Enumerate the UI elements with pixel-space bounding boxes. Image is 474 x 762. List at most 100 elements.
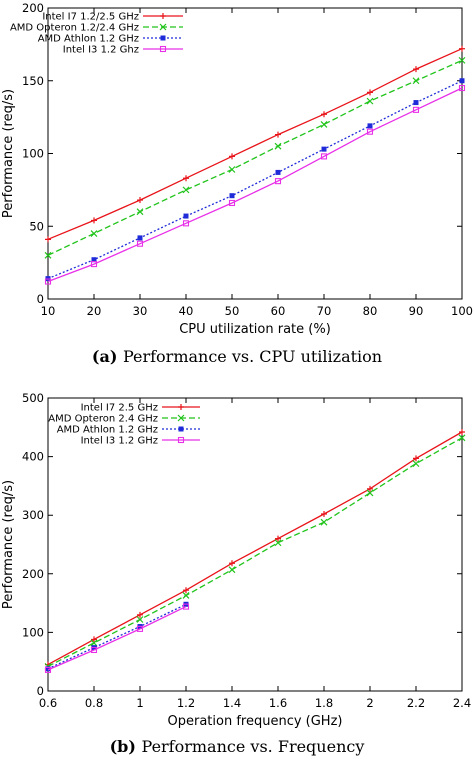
y-axis-label: Performance (req/s) — [1, 480, 16, 609]
legend-marker — [159, 45, 167, 53]
x-tick-label: 60 — [271, 304, 286, 318]
x-tick-label: 1.4 — [223, 696, 241, 710]
legend-label: Intel I7 2.5 GHz — [81, 403, 158, 414]
legend-marker — [160, 35, 166, 41]
data-point — [321, 146, 327, 152]
x-tick-label: 2 — [366, 696, 373, 710]
data-point — [182, 603, 190, 610]
data-point — [91, 636, 97, 643]
data-point — [320, 120, 328, 128]
series-intel-i3-1-2-ghz — [44, 84, 466, 285]
y-tick-label: 200 — [22, 1, 44, 15]
y-tick-label: 100 — [22, 147, 44, 161]
x-tick-label: 10 — [41, 304, 56, 318]
data-point — [274, 142, 282, 150]
caption: (b) Performance vs. Frequency — [110, 737, 365, 756]
caption: (a) Performance vs. CPU utilization — [92, 347, 382, 366]
data-point — [275, 131, 281, 138]
y-tick-label: 400 — [22, 450, 44, 464]
y-tick-label: 300 — [22, 508, 44, 522]
data-point — [91, 217, 97, 224]
data-point — [136, 240, 144, 247]
series-line — [47, 437, 463, 667]
x-tick-label: 40 — [179, 304, 194, 318]
legend-marker — [160, 13, 166, 19]
series-line — [47, 87, 463, 283]
legend-marker — [178, 426, 184, 432]
data-point — [228, 166, 236, 173]
series-line — [47, 48, 463, 240]
data-point — [137, 611, 143, 618]
data-point — [136, 616, 144, 623]
data-point — [136, 625, 144, 632]
data-point — [44, 666, 52, 673]
y-tick-label: 0 — [37, 684, 44, 698]
legend-label: Intel I3 1.2 GHz — [81, 436, 158, 447]
caption-tag: (b) — [110, 737, 142, 756]
y-tick-label: 200 — [22, 567, 44, 581]
data-point — [229, 193, 235, 199]
series-amd-athlon-1-2-ghz — [45, 601, 189, 672]
data-point — [320, 153, 328, 160]
data-point — [182, 592, 190, 599]
y-tick-label: 100 — [22, 625, 44, 639]
legend-marker — [159, 23, 167, 31]
data-point — [366, 489, 374, 497]
y-tick-label: 0 — [37, 292, 44, 306]
x-tick-label: 1 — [136, 696, 143, 710]
x-tick-label: 70 — [317, 304, 332, 318]
data-point — [44, 251, 52, 259]
legend-label: Intel I3 1.2 Ghz — [63, 45, 139, 56]
series-line — [47, 431, 463, 666]
x-tick-label: 50 — [225, 304, 240, 318]
data-point — [275, 535, 281, 542]
x-tick-label: 0.6 — [39, 696, 57, 710]
y-tick-label: 500 — [22, 391, 44, 405]
legend-label: AMD Athlon 1.2 GHz — [38, 34, 139, 45]
data-point — [367, 89, 373, 96]
data-point — [229, 560, 235, 567]
legend-marker — [178, 404, 184, 410]
data-point — [458, 434, 466, 442]
data-point — [413, 455, 419, 462]
data-point — [366, 97, 374, 105]
data-point — [412, 460, 420, 468]
series-line — [47, 80, 463, 280]
x-tick-label: 1.6 — [269, 696, 287, 710]
data-point — [45, 666, 51, 672]
series-line — [47, 603, 187, 670]
caption-text: Performance vs. Frequency — [142, 737, 365, 756]
x-tick-label: 100 — [451, 304, 473, 318]
x-tick-label: 20 — [87, 304, 102, 318]
data-point — [183, 175, 189, 182]
legend-label: Intel I7 1.2/2.5 GHz — [42, 12, 139, 23]
data-point — [413, 66, 419, 73]
data-point — [367, 123, 373, 129]
series-intel-i3-1-2-ghz — [44, 603, 190, 673]
data-point — [459, 45, 465, 52]
y-tick-label: 50 — [29, 219, 44, 233]
data-point — [275, 169, 281, 175]
data-point — [274, 539, 282, 547]
x-axis-label: Operation frequency (GHz) — [168, 714, 343, 729]
data-point — [458, 56, 466, 64]
chart-a: 10 20 30 40 50 60 70 80 90 100 0 50 100 150 200 CPU uti… — [1, 1, 473, 366]
data-point — [413, 100, 419, 106]
data-point — [44, 278, 52, 285]
data-point — [459, 78, 465, 84]
caption-tag: (a) — [92, 347, 123, 366]
series-intel-i7-1-2-2-5-ghz — [45, 45, 465, 243]
data-point — [229, 153, 235, 160]
data-point — [367, 485, 373, 492]
data-point — [228, 199, 236, 207]
data-point — [90, 230, 98, 237]
data-point — [182, 186, 190, 194]
data-point — [137, 197, 143, 204]
data-point — [137, 235, 143, 241]
data-point — [274, 178, 282, 185]
data-point — [228, 566, 236, 574]
data-point — [459, 428, 465, 435]
